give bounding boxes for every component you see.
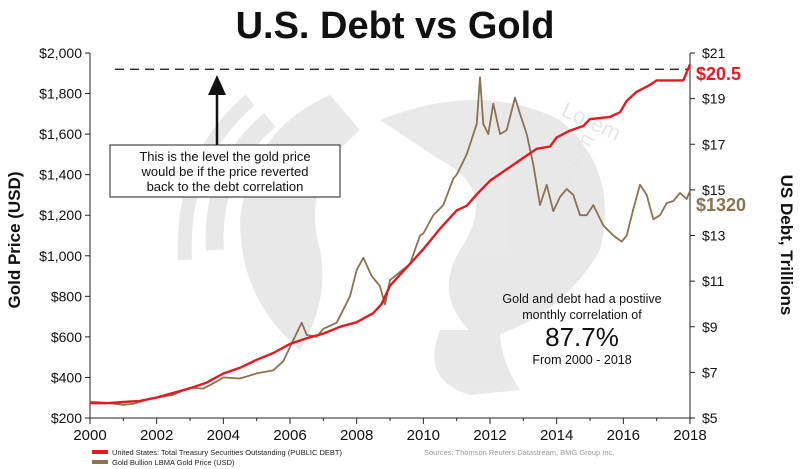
gold-end-label: $1320 [696, 195, 746, 215]
x-tick-label: 2000 [73, 427, 106, 444]
x-tick-label: 2004 [207, 427, 240, 444]
callout-box [109, 144, 341, 198]
y-left-tick-label: $200 [51, 410, 82, 426]
x-tick-label: 2002 [140, 427, 173, 444]
callout-annotation: This is the level the gold price would b… [109, 75, 341, 198]
x-tick-label: 2018 [673, 427, 706, 444]
y-right-tick-label: $15 [702, 182, 726, 198]
y-right-tick-label: $21 [702, 45, 726, 61]
y-left-tick-label: $1,200 [39, 207, 82, 223]
x-tick-label: 2006 [273, 427, 306, 444]
y-axis-left-label: Gold Price (USD) [5, 172, 24, 309]
y-right-tick-label: $5 [702, 410, 718, 426]
sources-note: Sources: Thomson Reuters Datastream, BMG… [424, 448, 614, 457]
y-right-tick-label: $7 [702, 364, 718, 380]
x-tick-label: 2008 [340, 427, 373, 444]
y-left-tick-label: $400 [51, 369, 82, 385]
y-left-tick-label: $1,000 [39, 248, 82, 264]
legend-swatch-gold [92, 460, 108, 464]
y-left-tick-label: $2,000 [39, 45, 82, 61]
callout-line-3: back to the debt correlation [147, 179, 304, 194]
y-left-tick-label: $1,600 [39, 126, 82, 142]
x-tick-label: 2010 [407, 427, 440, 444]
y-right-tick-label: $11 [702, 273, 725, 289]
corr-period: From 2000 - 2018 [532, 353, 631, 367]
correlation-note: Gold and debt had a postiive monthly cor… [502, 292, 661, 367]
y-right-tick-label: $13 [702, 228, 726, 244]
y-axis-right-label: US Debt, Trillions [777, 175, 796, 316]
debt-end-label: $20.5 [696, 64, 741, 84]
axis-ticks: 2000 2002 2004 2006 2008 2010 2012 2014 2016 2018… [39, 45, 725, 444]
callout-line-1: This is the level the gold price [139, 149, 310, 164]
y-left-tick-label: $800 [51, 288, 82, 304]
series-lines [89, 63, 692, 406]
legend-label-gold: Gold Bullion LBMA Gold Price (USD) [112, 458, 235, 467]
callout-line-2: would be if the price reverted [141, 164, 309, 179]
y-right-tick-label: $9 [702, 319, 718, 335]
y-right-tick-label: $19 [702, 91, 726, 107]
debt-series-line [90, 63, 692, 405]
corr-value: 87.7% [545, 322, 619, 352]
x-tick-label: 2016 [607, 427, 640, 444]
corr-line-2: monthly correlation of [522, 308, 642, 322]
legend-label-debt: United States: Total Treasury Securities… [112, 448, 342, 457]
corr-line-1: Gold and debt had a postiive [502, 292, 661, 306]
legend: United States: Total Treasury Securities… [92, 448, 614, 467]
x-tick-label: 2012 [473, 427, 506, 444]
y-left-tick-label: $1,800 [39, 86, 82, 102]
y-left-tick-label: $1,400 [39, 167, 82, 183]
y-left-tick-label: $600 [51, 329, 82, 345]
x-tick-label: 2014 [540, 427, 573, 444]
legend-swatch-debt [92, 450, 108, 454]
chart-title: U.S. Debt vs Gold [236, 5, 555, 47]
gold-series-line [89, 76, 691, 406]
y-right-tick-label: $17 [702, 136, 726, 152]
callout-arrow-head [208, 75, 226, 95]
